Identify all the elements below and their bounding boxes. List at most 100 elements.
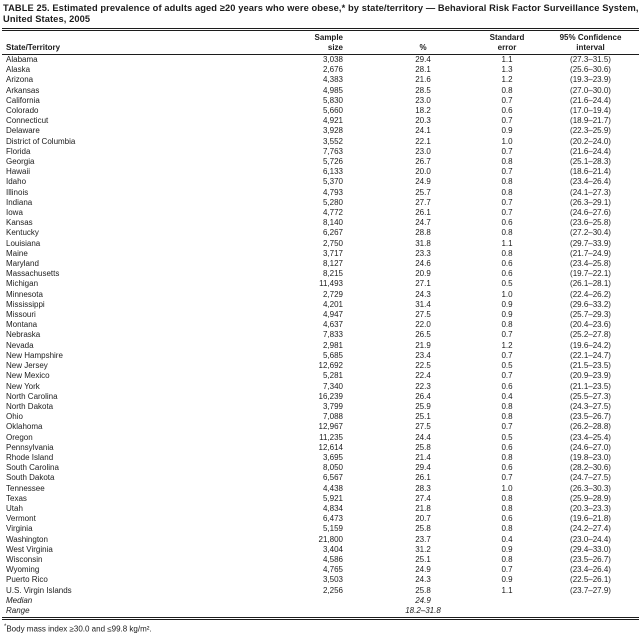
sample-cell: 4,383 (322, 75, 343, 85)
sample-cell: 6,473 (322, 514, 343, 524)
sample-cell: 7,763 (322, 146, 343, 156)
se-cell: 0.4 (501, 391, 513, 401)
sample-cell: 5,921 (322, 493, 343, 503)
pct-cell: 27.5 (415, 422, 431, 432)
se-cell: 0.8 (501, 157, 513, 167)
sample-cell: 2,256 (322, 585, 343, 595)
ci-cell: (29.4–33.0) (570, 544, 611, 554)
ci-cell: (25.7–29.3) (570, 310, 611, 320)
se-cell: 0.8 (501, 493, 513, 503)
pct-cell: 28.3 (415, 483, 431, 493)
state-cell: Georgia (6, 157, 35, 167)
pct-cell: 20.0 (415, 167, 431, 177)
pct-cell: 22.4 (415, 371, 431, 381)
sample-cell: 3,552 (322, 136, 343, 146)
ci-cell: (29.6–33.2) (570, 299, 611, 309)
sample-cell: 4,765 (322, 565, 343, 575)
table-row: Alabama 3,038 29.4 1.1 (27.3–31.5) (2, 55, 639, 66)
table-row: Connecticut 4,921 20.3 0.7 (18.9–21.7) (2, 116, 639, 126)
ci-cell: (22.5–26.1) (570, 575, 611, 585)
sample-cell: 5,370 (322, 177, 343, 187)
table-row: California 5,830 23.0 0.7 (21.6–24.4) (2, 96, 639, 106)
pct-cell: 27.5 (415, 310, 431, 320)
se-cell: 1.0 (501, 136, 513, 146)
table-row: Delaware 3,928 24.1 0.9 (22.3–25.9) (2, 126, 639, 136)
state-cell: New Mexico (6, 371, 50, 381)
pct-cell: 21.4 (415, 452, 431, 462)
pct-cell: 25.1 (415, 554, 431, 564)
pct-cell: 31.2 (415, 544, 431, 554)
column-header-standard-error: Standard error (472, 31, 542, 55)
sample-cell: 3,928 (322, 126, 343, 136)
state-cell: Range (6, 605, 30, 615)
sample-cell: 8,050 (322, 463, 343, 473)
se-cell: 0.8 (501, 401, 513, 411)
sample-cell: 4,201 (322, 299, 343, 309)
se-cell: 0.6 (501, 269, 513, 279)
se-cell: 0.6 (501, 218, 513, 228)
state-cell: Rhode Island (6, 452, 54, 462)
sample-cell: 3,717 (322, 248, 343, 258)
ci-cell: (29.7–33.9) (570, 238, 611, 248)
table-row: Texas 5,921 27.4 0.8 (25.9–28.9) (2, 494, 639, 504)
ci-cell: (28.2–30.6) (570, 463, 611, 473)
se-cell: 1.1 (501, 585, 513, 595)
se-cell: 0.9 (501, 310, 513, 320)
pct-cell: 22.0 (415, 320, 431, 330)
pct-cell: 24.1 (415, 126, 431, 136)
table-row: New Mexico 5,281 22.4 0.7 (20.9–23.9) (2, 371, 639, 381)
ci-cell: (23.6–25.8) (570, 218, 611, 228)
header-state-label: State/Territory (6, 42, 61, 52)
ci-cell: (21.1–23.5) (570, 381, 611, 391)
table-row: Pennsylvania 12,614 25.8 0.6 (24.6–27.0) (2, 443, 639, 453)
ci-cell (542, 606, 639, 616)
table-row: Indiana 5,280 27.7 0.7 (26.3–29.1) (2, 198, 639, 208)
pct-cell: 20.3 (415, 116, 431, 126)
sample-cell: 3,695 (322, 452, 343, 462)
ci-cell: (23.0–24.4) (570, 534, 611, 544)
sample-cell: 5,726 (322, 157, 343, 167)
se-cell: 0.8 (501, 187, 513, 197)
table-row: Rhode Island 3,695 21.4 0.8 (19.8–23.0) (2, 453, 639, 463)
table-row: Louisiana 2,750 31.8 1.1 (29.7–33.9) (2, 239, 639, 249)
header-ci-line1: 95% Confidence (559, 33, 622, 42)
ci-cell: (23.7–27.9) (570, 585, 611, 595)
state-cell: Illinois (6, 187, 29, 197)
se-cell: 0.8 (501, 228, 513, 238)
pct-cell: 18.2 (415, 106, 431, 116)
table-row: South Dakota 6,567 26.1 0.7 (24.7–27.5) (2, 473, 639, 483)
state-cell: New Jersey (6, 361, 48, 371)
state-cell: Nebraska (6, 330, 41, 340)
state-cell: Mississippi (6, 299, 45, 309)
sample-cell: 8,127 (322, 259, 343, 269)
sample-cell: 8,215 (322, 269, 343, 279)
state-cell: Michigan (6, 279, 39, 289)
state-cell: Indiana (6, 197, 33, 207)
state-cell: North Carolina (6, 391, 58, 401)
sample-cell: 12,614 (318, 442, 343, 452)
state-cell: Tennessee (6, 483, 45, 493)
sample-cell: 4,793 (322, 187, 343, 197)
ci-cell: (26.2–28.8) (570, 422, 611, 432)
sample-cell: 4,637 (322, 320, 343, 330)
se-cell: 0.7 (501, 197, 513, 207)
state-cell: Delaware (6, 126, 40, 136)
sample-cell: 2,676 (322, 65, 343, 75)
table-row: U.S. Virgin Islands 2,256 25.8 1.1 (23.7–27.… (2, 586, 639, 596)
state-cell: Kansas (6, 218, 33, 228)
ci-cell: (20.9–23.9) (570, 371, 611, 381)
se-cell: 0.9 (501, 126, 513, 136)
table-row: Utah 4,834 21.8 0.8 (20.3–23.3) (2, 504, 639, 514)
sample-cell: 2,750 (322, 238, 343, 248)
state-cell: Wisconsin (6, 554, 43, 564)
se-cell: 0.5 (501, 432, 513, 442)
se-cell: 1.1 (501, 238, 513, 248)
ci-cell: (25.6–30.6) (570, 65, 611, 75)
state-cell: Ohio (6, 412, 23, 422)
se-cell (472, 606, 542, 616)
se-cell: 0.8 (501, 412, 513, 422)
table-row: North Carolina 16,239 26.4 0.4 (25.5–27.3) (2, 392, 639, 402)
pct-cell: 23.7 (415, 534, 431, 544)
sample-cell: 12,967 (318, 422, 343, 432)
state-cell: Missouri (6, 310, 36, 320)
